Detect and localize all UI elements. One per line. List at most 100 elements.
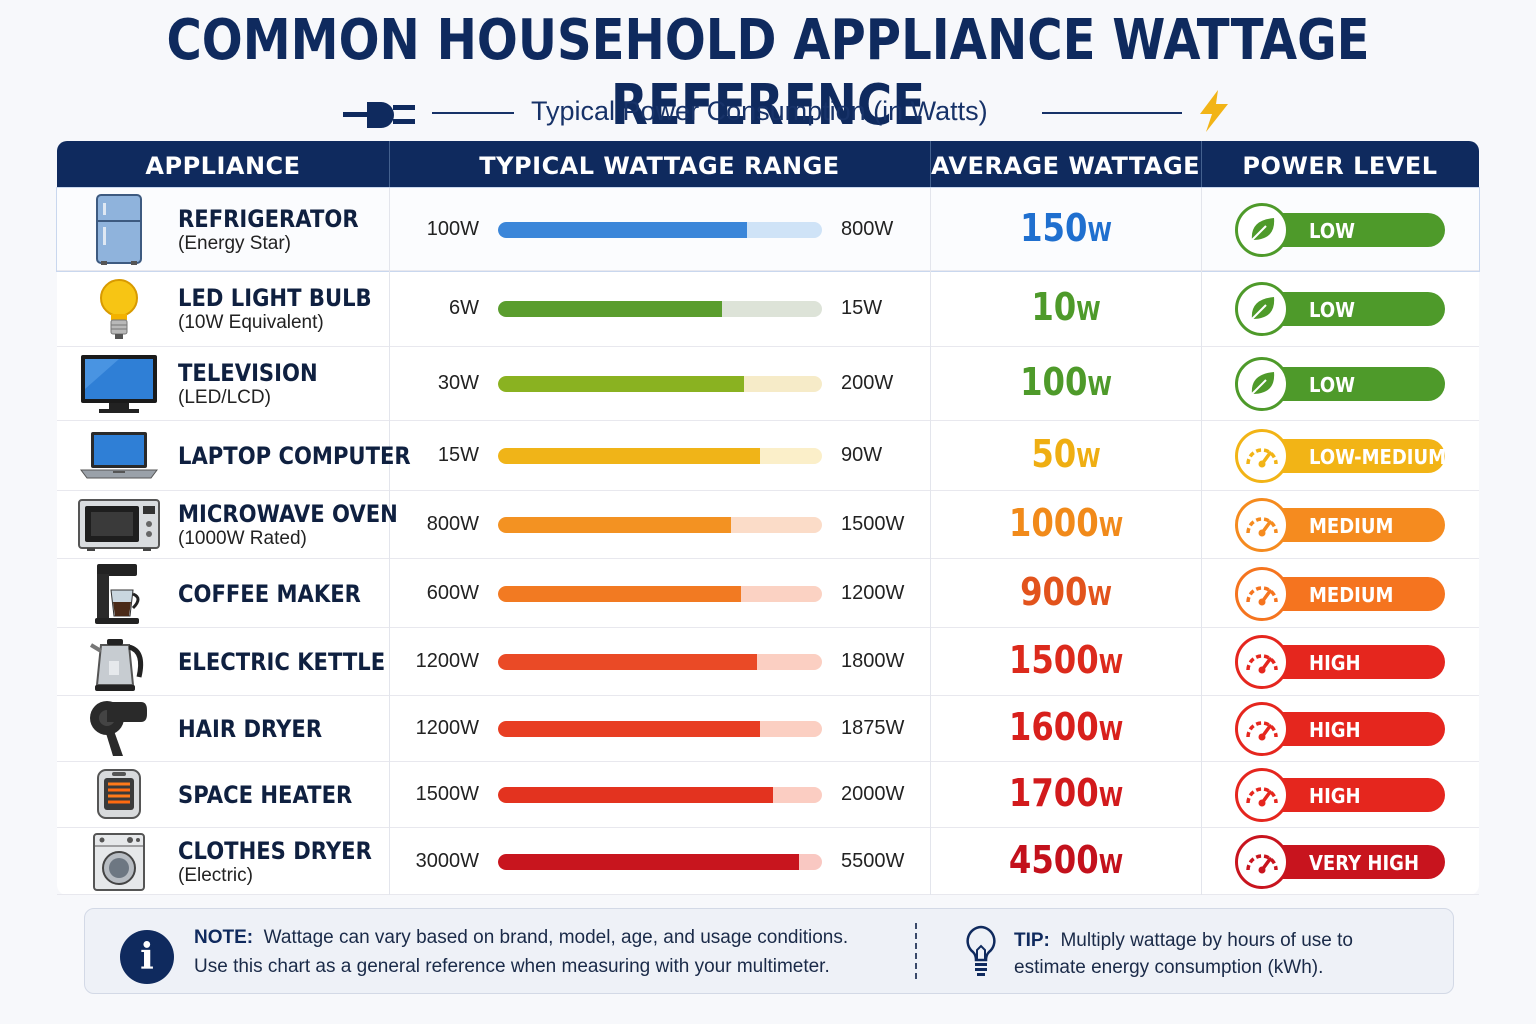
- leaf-icon: [1235, 202, 1289, 257]
- column-divider: [930, 421, 931, 491]
- range-bar-fill: [498, 853, 800, 870]
- table-row: LED LIGHT BULB (10W Equivalent) 6W 15W 10W LO…: [57, 271, 1479, 347]
- range-max-label: 1500W: [841, 513, 905, 535]
- column-divider: [1201, 491, 1202, 559]
- column-divider: [389, 696, 390, 762]
- column-divider: [389, 491, 390, 559]
- average-unit: W: [1098, 650, 1124, 680]
- average-value: 1000: [1008, 501, 1099, 545]
- table-row: MICROWAVE OVEN (1000W Rated) 800W 1500W 1000…: [57, 491, 1479, 559]
- column-divider: [1201, 271, 1202, 347]
- range-max-label: 1875W: [841, 717, 905, 739]
- average-unit: W: [1076, 444, 1101, 474]
- power-level-label: LOW: [1309, 218, 1355, 243]
- range-max-label: 90W: [841, 444, 883, 466]
- coffee-maker-icon: [91, 562, 147, 631]
- plug-icon: [343, 102, 415, 128]
- average-unit: W: [1098, 849, 1124, 880]
- range-max-label: 200W: [841, 372, 894, 394]
- appliance-name: TELEVISION: [178, 359, 318, 387]
- column-divider: [1201, 347, 1202, 421]
- refrigerator-icon: [91, 193, 147, 272]
- average-wattage: 1500W: [951, 638, 1181, 682]
- average-value: 4500: [1008, 837, 1099, 882]
- note-divider: [915, 923, 917, 979]
- range-max-label: 5500W: [841, 849, 905, 872]
- laptop-icon: [79, 430, 159, 487]
- range-min-label: 800W: [426, 513, 479, 535]
- column-divider: [1201, 628, 1202, 696]
- range-bar-fill: [498, 221, 748, 238]
- power-level-label: MEDIUM: [1309, 514, 1394, 538]
- appliance-subtitle: (1000W Rated): [178, 528, 307, 549]
- range-min-label: 30W: [437, 372, 479, 394]
- range-min-label: 1200W: [415, 650, 479, 672]
- range-min-label: 100W: [426, 217, 479, 240]
- average-wattage: 1600W: [951, 705, 1181, 749]
- microwave-icon: [77, 498, 161, 557]
- column-divider: [930, 762, 931, 828]
- range-max-label: 1200W: [841, 581, 905, 604]
- appliance-name: HAIR DRYER: [178, 715, 323, 743]
- appliance-name: CLOTHES DRYER: [178, 836, 372, 865]
- column-divider: [389, 347, 390, 421]
- note-text-2: Use this chart as a general reference wh…: [194, 956, 830, 977]
- range-bar-track: [498, 654, 822, 670]
- subtitle-bar: Typical Power Consumption (in Watts): [0, 90, 1536, 132]
- column-divider: [389, 421, 390, 491]
- column-divider: [1201, 559, 1202, 628]
- average-value: 1500: [1008, 638, 1099, 682]
- average-value: 150: [1020, 205, 1088, 250]
- gauge-icon: [1235, 429, 1289, 483]
- range-bar-track: [498, 853, 822, 870]
- row-divider: [57, 761, 1479, 762]
- table-header: APPLIANCE TYPICAL WATTAGE RANGE AVERAGE …: [57, 141, 1479, 188]
- appliance-name: COFFEE MAKER: [178, 579, 361, 608]
- range-min-label: 6W: [449, 297, 479, 319]
- column-divider: [930, 559, 931, 628]
- row-divider: [57, 695, 1479, 696]
- average-value: 10: [1031, 285, 1077, 329]
- page-title: COMMON HOUSEHOLD APPLIANCE WATTAGE REFER…: [166, 8, 1370, 138]
- range-max-label: 15W: [841, 297, 883, 319]
- column-divider: [389, 559, 390, 628]
- header-average: AVERAGE WATTAGE: [930, 152, 1201, 180]
- table-row: TELEVISION (LED/LCD) 30W 200W 100W LOW: [57, 347, 1479, 421]
- range-bar-fill: [498, 585, 741, 602]
- note-box: i NOTE: Wattage can vary based on brand,…: [84, 908, 1454, 994]
- average-wattage: 1700W: [951, 771, 1181, 815]
- column-divider: [1201, 421, 1202, 491]
- header-divider: [389, 141, 390, 188]
- column-divider: [930, 347, 931, 421]
- power-level-label: MEDIUM: [1309, 582, 1394, 607]
- header-range: TYPICAL WATTAGE RANGE: [479, 152, 840, 180]
- row-divider: [57, 627, 1479, 628]
- average-wattage: 150W: [951, 206, 1181, 250]
- average-unit: W: [1087, 217, 1112, 248]
- table-row: CLOTHES DRYER (Electric) 3000W 5500W 4500W VE…: [57, 828, 1479, 895]
- table-row: ELECTRIC KETTLE 1200W 1800W 1500W HIGH: [57, 628, 1479, 696]
- range-bar-fill: [498, 517, 732, 533]
- range-bar-track: [498, 585, 822, 602]
- column-divider: [1201, 828, 1202, 895]
- column-divider: [930, 696, 931, 762]
- column-divider: [1201, 188, 1202, 271]
- average-unit: W: [1098, 783, 1124, 813]
- average-wattage: 1000W: [951, 501, 1181, 545]
- power-level-label: VERY HIGH: [1309, 850, 1420, 875]
- header-divider: [1201, 141, 1202, 188]
- power-level-label: HIGH: [1309, 718, 1361, 742]
- range-min-label: 1200W: [415, 717, 479, 739]
- column-divider: [1201, 762, 1202, 828]
- average-unit: W: [1076, 297, 1101, 327]
- leaf-icon: [1235, 357, 1289, 411]
- range-min-label: 3000W: [415, 849, 479, 872]
- range-bar-track: [498, 301, 822, 317]
- average-value: 900: [1020, 569, 1088, 614]
- gauge-icon: [1235, 635, 1289, 689]
- average-wattage: 4500W: [951, 838, 1181, 882]
- note-label: NOTE:: [194, 927, 254, 948]
- row-divider: [57, 894, 1479, 895]
- table-row: COFFEE MAKER 600W 1200W 900W MEDIUM: [57, 559, 1479, 628]
- power-level-label: HIGH: [1309, 784, 1361, 808]
